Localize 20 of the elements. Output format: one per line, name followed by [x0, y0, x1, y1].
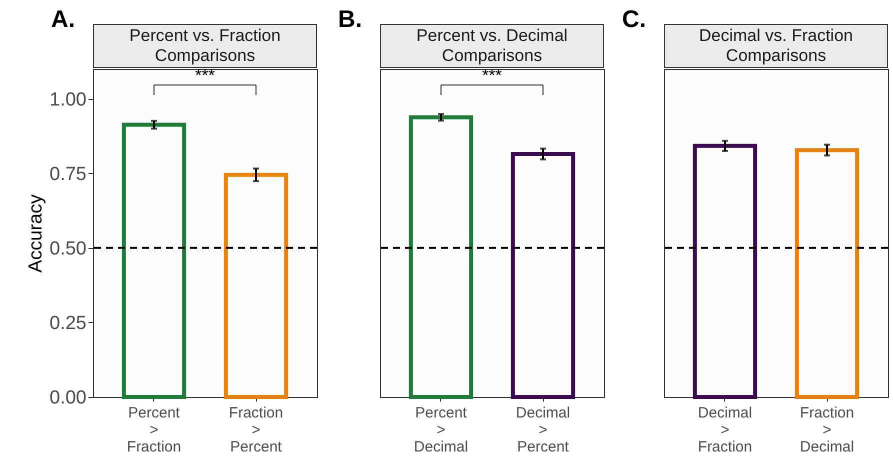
- annotation: ***: [195, 66, 216, 85]
- y-tick-label: 0.25: [50, 312, 86, 334]
- text: B.: [338, 6, 362, 34]
- y-tick-label: 1.00: [50, 89, 86, 110]
- x-tick-label: Percent > Fraction: [126, 404, 182, 456]
- x-tick-label: Decimal > Percent: [516, 404, 570, 456]
- x-tick-label: Decimal > Fraction: [698, 404, 752, 456]
- chart-title: Percent vs. Decimal Comparisons: [415, 26, 569, 66]
- x-tick-label: Fraction > Decimal: [800, 404, 854, 456]
- text: A.: [51, 6, 75, 34]
- x-tick-label: Fraction > Percent: [228, 404, 284, 456]
- y-tick-label: 0.75: [50, 164, 86, 185]
- x-tick-label: Percent > Decimal: [414, 404, 468, 456]
- annotation: ***: [482, 66, 502, 85]
- chart-title: Decimal vs. Fraction Comparisons: [698, 26, 854, 66]
- y-tick-label: 0.00: [50, 388, 86, 408]
- y-axis-title: Accuracy: [26, 194, 47, 273]
- text: C.: [622, 6, 646, 34]
- y-tick-label: 0.50: [50, 238, 86, 260]
- chart-title: Percent vs. Fraction Comparisons: [128, 26, 282, 66]
